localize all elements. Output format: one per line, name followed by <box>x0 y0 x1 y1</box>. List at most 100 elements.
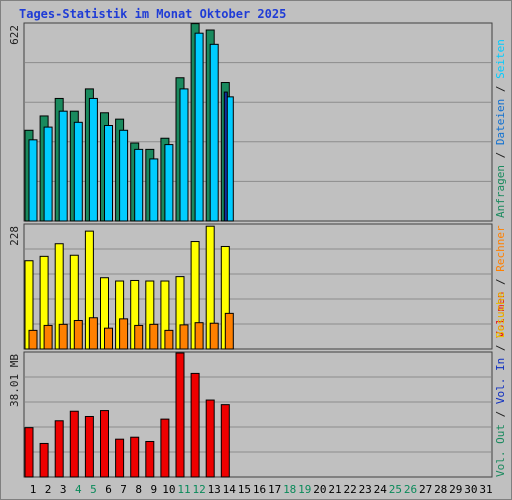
x-tick-day-18: 18 <box>283 483 296 496</box>
right-label-volume: Vol. Out / Vol. In / Volumen <box>494 292 507 477</box>
bar-dateien-day-12 <box>194 32 204 222</box>
x-tick-day-22: 22 <box>343 483 356 496</box>
bar-rechner-day-10 <box>164 329 174 350</box>
bar-dateien-day-8 <box>134 148 144 222</box>
bar-rechner-day-3 <box>58 323 68 350</box>
bar-rechner-day-6 <box>104 327 113 350</box>
x-tick-day-24: 24 <box>374 483 388 496</box>
x-tick-day-5: 5 <box>90 483 97 496</box>
bars <box>24 23 234 478</box>
x-tick-day-10: 10 <box>162 483 175 496</box>
x-tick-day-15: 15 <box>238 483 251 496</box>
bar-volumen-day-1 <box>24 427 34 478</box>
bar-rechner-day-14 <box>224 312 234 350</box>
x-tick-day-14: 14 <box>223 483 237 496</box>
bar-volumen-day-4 <box>69 410 79 478</box>
y-max-label-panel-3: 38.01 MB <box>8 354 21 407</box>
bar-rechner-day-9 <box>149 323 159 350</box>
bar-dateien-day-5 <box>88 97 98 222</box>
x-tick-day-3: 3 <box>60 483 67 496</box>
bar-dateien-day-13 <box>209 43 219 222</box>
bar-rechner-day-1 <box>28 329 38 350</box>
bar-volumen-day-7 <box>115 438 125 478</box>
bar-rechner-day-5 <box>88 317 98 350</box>
right-label-visits: Besuche / Rechner <box>494 225 507 338</box>
x-tick-day-1: 1 <box>30 483 37 496</box>
bar-volumen-day-10 <box>160 418 170 478</box>
bar-volumen-day-2 <box>39 442 49 478</box>
right-label-requests: Anfragen / Dateien / Seiten <box>494 39 507 218</box>
x-tick-day-25: 25 <box>389 483 402 496</box>
right-label-requests-part-0: Anfragen <box>494 165 507 218</box>
x-tick-day-26: 26 <box>404 483 417 496</box>
bar-rechner-day-12 <box>194 322 204 350</box>
x-tick-day-13: 13 <box>208 483 221 496</box>
bar-dateien-day-4 <box>73 121 83 222</box>
x-tick-day-31: 31 <box>479 483 492 496</box>
bar-volumen-day-8 <box>130 436 140 478</box>
bar-dateien-day-3 <box>58 110 68 222</box>
x-tick-day-6: 6 <box>105 483 112 496</box>
bar-dateien-day-2 <box>43 126 53 222</box>
bar-dateien-day-7 <box>119 129 129 222</box>
x-tick-day-29: 29 <box>449 483 462 496</box>
x-tick-day-30: 30 <box>464 483 477 496</box>
x-tick-day-8: 8 <box>135 483 142 496</box>
bar-volumen-day-14 <box>220 404 230 478</box>
bar-volumen-day-12 <box>190 372 200 478</box>
x-tick-day-2: 2 <box>45 483 52 496</box>
bar-dateien-day-10 <box>164 144 174 222</box>
right-label-volume-part-0: Vol. Out <box>494 424 507 477</box>
right-label-visits-part-0: Besuche <box>494 292 507 338</box>
right-label-visits-part-2: Rechner <box>494 225 507 272</box>
x-tick-day-20: 20 <box>313 483 326 496</box>
bar-volumen-day-6 <box>100 410 109 478</box>
x-tick-day-27: 27 <box>419 483 432 496</box>
bar-dateien-day-11 <box>179 88 189 222</box>
right-label-visits-part-1: / <box>494 272 507 292</box>
x-tick-day-4: 4 <box>75 483 82 496</box>
bar-rechner-day-8 <box>134 324 144 350</box>
bar-volumen-day-11 <box>175 352 185 478</box>
x-tick-day-11: 11 <box>177 483 190 496</box>
x-tick-day-23: 23 <box>359 483 372 496</box>
right-label-requests-part-1: / <box>494 145 507 165</box>
bar-rechner-day-2 <box>43 324 53 350</box>
bar-volumen-day-5 <box>84 415 94 478</box>
y-max-label-panel-2: 228 <box>8 226 21 246</box>
y-tick-labels: 622 228 38.01 MB <box>8 25 21 407</box>
right-label-requests-part-4: Seiten <box>494 39 507 79</box>
x-tick-day-12: 12 <box>192 483 205 496</box>
right-label-volume-part-2: Vol. In <box>494 358 507 404</box>
bar-rechner-day-13 <box>209 322 219 350</box>
right-label-volume-part-3: / <box>494 338 507 358</box>
right-label-requests-part-2: Dateien <box>494 99 507 145</box>
right-label-requests-part-3: / <box>494 79 507 99</box>
x-tick-day-28: 28 <box>434 483 447 496</box>
x-tick-labels: 1 2 3 4 5 6 7 8 9 10 11 12 13 14 15 16 17 18 19 20 21 22 23 24 2… <box>30 483 493 496</box>
bar-volumen-day-13 <box>205 399 215 478</box>
x-tick-day-19: 19 <box>298 483 311 496</box>
bar-rechner-day-7 <box>119 318 129 350</box>
x-tick-day-7: 7 <box>120 483 127 496</box>
bar-dateien-day-9 <box>149 158 159 222</box>
chart-panel-3 <box>23 351 493 478</box>
panels <box>23 22 493 478</box>
bar-rechner-day-4 <box>73 319 83 350</box>
x-tick-day-9: 9 <box>150 483 157 496</box>
right-label-volume-part-1: / <box>494 404 507 424</box>
y-max-label-panel-1: 622 <box>8 25 21 45</box>
x-tick-day-21: 21 <box>328 483 341 496</box>
bar-dateien-day-1 <box>28 139 38 222</box>
chart-title: Tages-Statistik im Monat Oktober 2025 <box>19 7 287 21</box>
bar-volumen-day-3 <box>54 420 64 478</box>
bar-seiten-day-14 <box>223 91 228 222</box>
x-tick-day-16: 16 <box>253 483 266 496</box>
bar-dateien-day-6 <box>104 125 113 222</box>
bar-volumen-day-9 <box>145 440 155 478</box>
right-label-volume-part-4: Volumen <box>494 292 507 338</box>
x-tick-day-17: 17 <box>268 483 281 496</box>
bar-rechner-day-11 <box>179 324 189 350</box>
